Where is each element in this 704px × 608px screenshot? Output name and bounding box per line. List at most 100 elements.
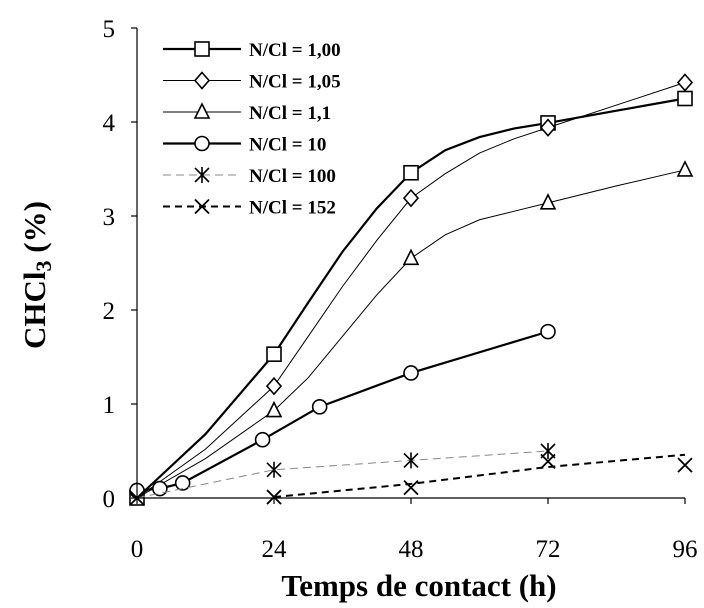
legend-label: N/Cl = 10 [249, 135, 326, 156]
circle-marker [403, 365, 419, 381]
series [129, 453, 693, 506]
series-line [136, 82, 686, 499]
data-point [403, 365, 419, 381]
circle-marker [152, 480, 168, 497]
legend-marker [194, 41, 210, 57]
data-point [266, 461, 282, 478]
legend-item: N/Cl = 1,1 [163, 102, 331, 124]
data-point [265, 400, 283, 418]
square-marker [677, 90, 693, 107]
x-marker [194, 198, 210, 215]
legend-label: N/Cl = 152 [249, 198, 336, 219]
data-point [311, 399, 328, 415]
series [136, 160, 694, 499]
legend-label: N/Cl = 1,00 [249, 40, 341, 61]
data-point [676, 73, 694, 92]
data-point [403, 164, 419, 181]
data-point [676, 160, 694, 177]
legend-label: N/Cl = 1,05 [249, 72, 341, 93]
asterisk-marker [266, 461, 282, 478]
legend-marker [193, 71, 211, 90]
triangle-marker [539, 193, 557, 210]
data-point [677, 457, 693, 473]
legend-label: N/Cl = 100 [249, 166, 336, 187]
circle-marker [174, 475, 191, 491]
data-point [265, 376, 283, 396]
x-marker [540, 453, 556, 469]
circle-marker [540, 323, 556, 340]
legend-marker [194, 135, 210, 152]
data-point [403, 452, 419, 469]
triangle-marker [676, 160, 694, 177]
series [129, 323, 556, 499]
x-marker [266, 489, 282, 505]
series-line [273, 453, 686, 499]
plot-area [129, 73, 694, 506]
data-point [254, 431, 271, 448]
diamond-marker [193, 71, 211, 90]
asterisk-marker [194, 167, 210, 183]
x-axis-title: Temps de contact (h) [281, 568, 556, 603]
data-point [266, 489, 282, 505]
x-marker [403, 480, 419, 496]
square-marker [194, 41, 210, 57]
x-marker [677, 457, 693, 473]
square-marker [403, 164, 419, 181]
series-line [136, 330, 549, 492]
x-tick-label: 72 [536, 536, 561, 563]
y-tick-label: 1 [103, 392, 116, 419]
y-tick-label: 3 [103, 204, 116, 231]
legend-item: N/Cl = 10 [163, 135, 326, 156]
y-tick-label: 0 [103, 486, 116, 513]
square-marker [266, 346, 282, 362]
x-tick-label: 0 [131, 536, 144, 563]
x-tick-label: 48 [399, 536, 424, 563]
legend-item: N/Cl = 1,05 [163, 71, 341, 93]
y-axis-title-suffix: (%) [17, 201, 52, 260]
data-point [677, 90, 693, 107]
triangle-marker [265, 400, 283, 418]
series-line [136, 169, 686, 499]
series [129, 90, 693, 506]
axes: 0 1 2 3 4 5 0 24 48 72 96 [103, 16, 698, 563]
y-tick-label: 2 [103, 298, 116, 325]
y-tick-label: 4 [103, 110, 116, 137]
series [136, 73, 694, 499]
data-point [152, 480, 168, 497]
legend-marker [193, 102, 211, 119]
diamond-marker [676, 73, 694, 92]
y-axis-title-subscript: 3 [31, 260, 56, 271]
data-point [539, 118, 557, 137]
diamond-marker [539, 118, 557, 137]
legend-marker [194, 198, 210, 215]
legend-item: N/Cl = 1,00 [163, 40, 341, 61]
circle-marker [194, 135, 210, 152]
data-point [539, 193, 557, 210]
data-point [540, 453, 556, 469]
data-point [266, 346, 282, 362]
x-tick-label: 24 [262, 536, 288, 563]
circle-marker [311, 399, 328, 415]
asterisk-marker [403, 452, 419, 469]
circle-marker [254, 431, 271, 448]
diamond-marker [402, 188, 420, 208]
legend-item: N/Cl = 152 [163, 198, 336, 219]
data-point [540, 323, 556, 340]
legend-marker [194, 167, 210, 183]
series-line [136, 97, 686, 499]
y-tick-label: 5 [103, 16, 116, 43]
series-line [136, 450, 549, 499]
x-tick-label: 96 [673, 536, 698, 563]
y-axis-title-main: CHCl [17, 271, 52, 349]
diamond-marker [265, 376, 283, 396]
legend-label: N/Cl = 1,1 [249, 103, 331, 124]
data-point [402, 248, 420, 266]
data-point [174, 475, 191, 491]
triangle-marker [402, 248, 420, 266]
data-point [403, 480, 419, 496]
triangle-marker [193, 102, 211, 119]
data-point [402, 188, 420, 208]
legend-item: N/Cl = 100 [163, 166, 336, 187]
legend: N/Cl = 1,00 N/Cl = 1,05 N/Cl = 1,1 N/Cl = 1… [163, 40, 341, 219]
